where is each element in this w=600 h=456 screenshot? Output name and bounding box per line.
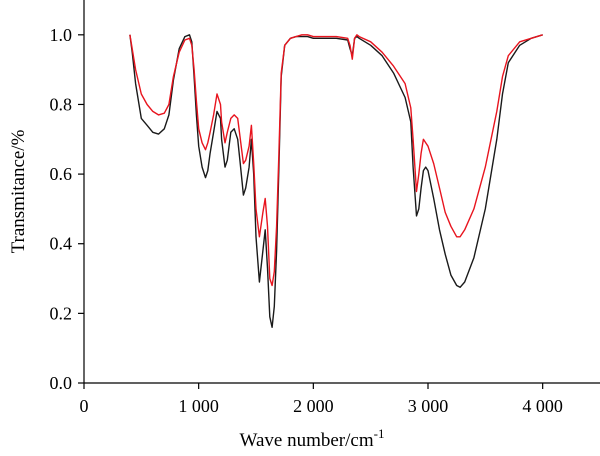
- y-tick-label: 0.2: [50, 303, 73, 323]
- x-tick-label: 1 000: [178, 396, 219, 416]
- x-tick-label: 2 000: [293, 396, 334, 416]
- x-tick-label: 3 000: [408, 396, 449, 416]
- x-tick-label: 0: [80, 396, 89, 416]
- series-line-1: [129, 34, 543, 328]
- y-tick-label: 0.0: [50, 373, 73, 393]
- y-tick-label: 0.6: [50, 164, 73, 184]
- y-axis-title: Transmitance/%: [8, 129, 29, 253]
- series-line-2: [129, 34, 543, 287]
- y-tick-label: 0.4: [50, 234, 73, 254]
- x-axis-ticks: 0 1 000 2 000 3 000 4 000: [80, 383, 563, 416]
- x-axis-title: Wave number/cm-1: [240, 426, 385, 451]
- x-axis-title-main: Wave number/cm: [240, 430, 374, 451]
- y-tick-label: 1.0: [50, 25, 73, 45]
- y-axis-ticks: 0.0 0.2 0.4 0.6 0.8 1.0: [50, 25, 84, 393]
- series-layer: [129, 34, 543, 328]
- x-axis-title-superscript: -1: [374, 426, 385, 441]
- y-tick-label: 0.8: [50, 94, 73, 114]
- x-tick-label: 4 000: [522, 396, 563, 416]
